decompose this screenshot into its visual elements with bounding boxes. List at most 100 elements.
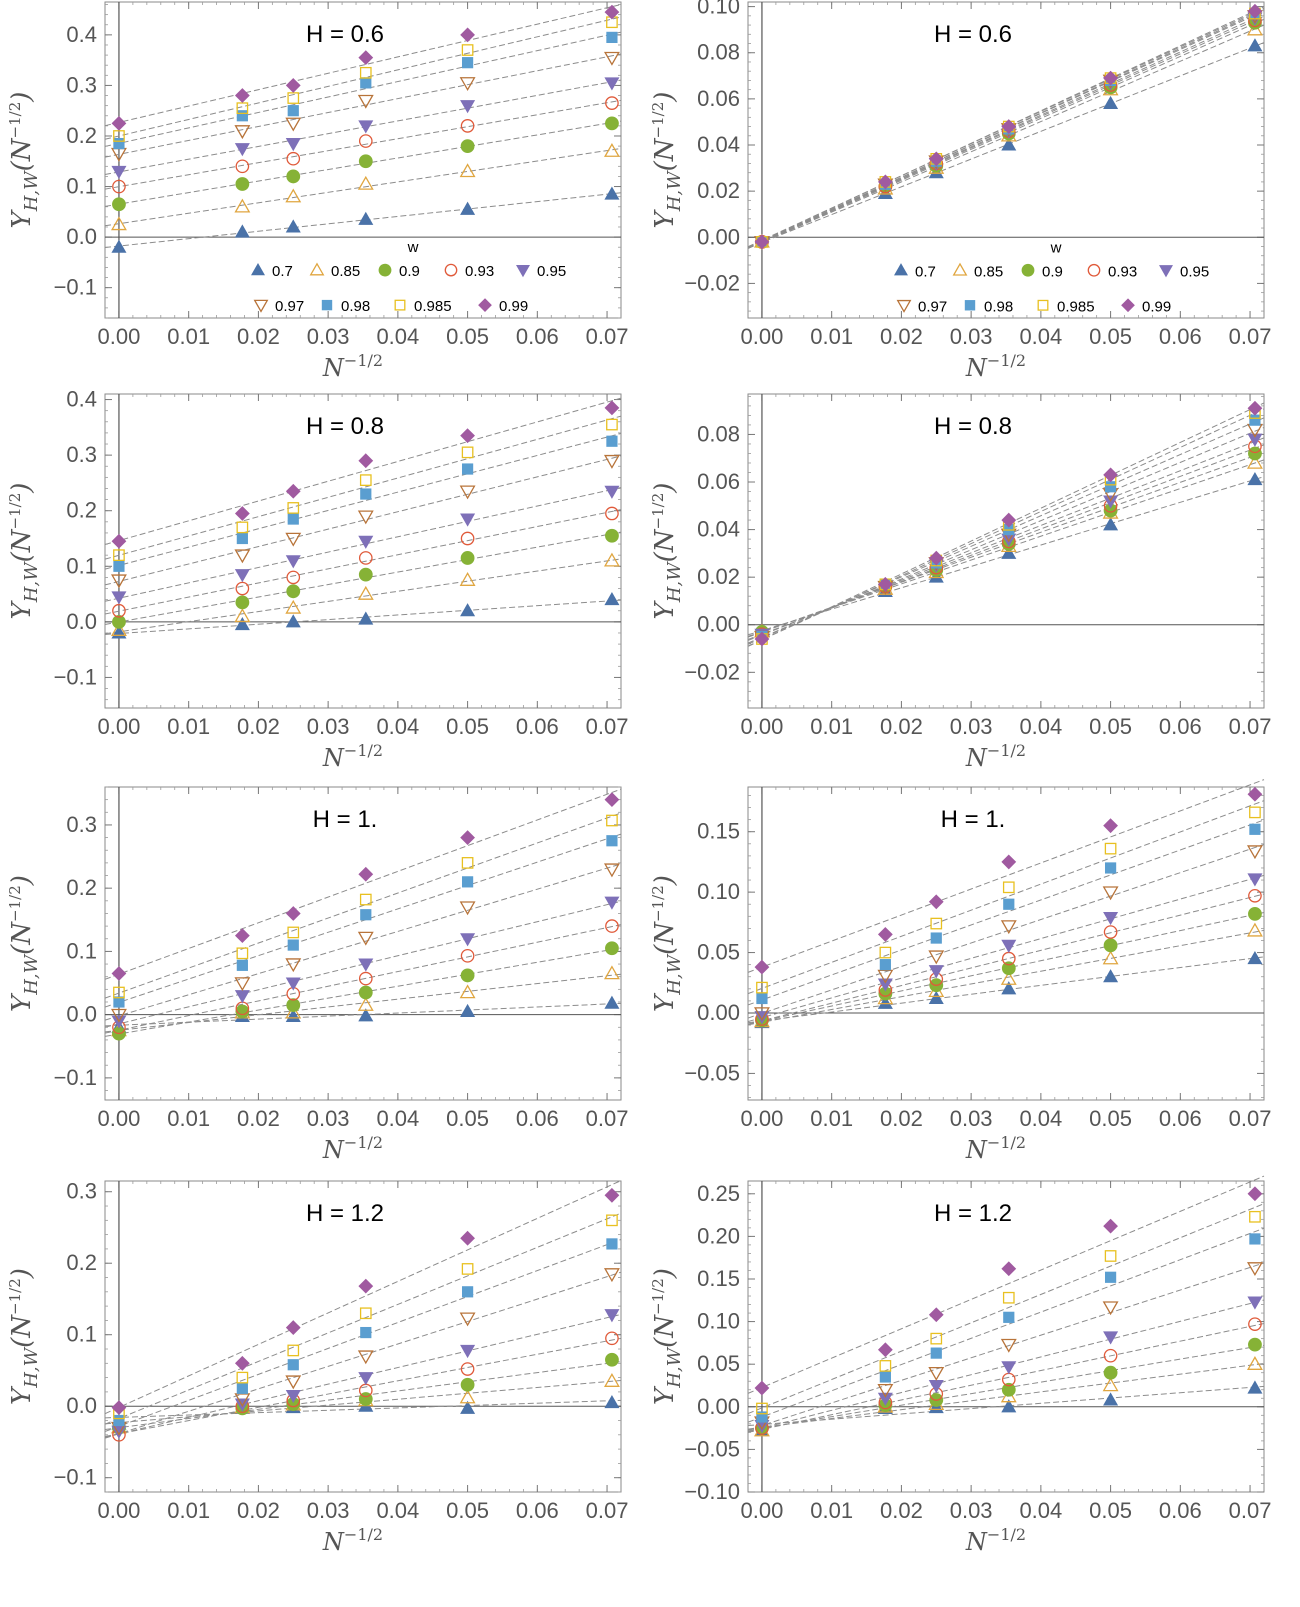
data-point xyxy=(285,78,301,93)
x-tick-label: 0.04 xyxy=(1019,714,1062,739)
legend-marker xyxy=(1021,263,1035,277)
legend-label: 0.97 xyxy=(275,298,304,315)
x-axis-label: N−1/2 xyxy=(965,351,1026,382)
plot-frame xyxy=(747,786,1265,1101)
y-tick-label: 0.1 xyxy=(66,938,97,963)
data-point xyxy=(1104,862,1117,874)
data-point xyxy=(285,906,301,921)
y-tick-label: 0.3 xyxy=(66,812,97,837)
x-tick-label: 0.07 xyxy=(1229,1498,1272,1523)
data-point xyxy=(1003,898,1015,910)
data-point xyxy=(1002,1291,1015,1304)
data-point xyxy=(928,1307,944,1323)
data-point xyxy=(459,485,476,500)
y-tick-label: 0.10 xyxy=(697,1309,740,1334)
legend-label: 0.85 xyxy=(331,263,360,280)
chart-title: H = 0.8 xyxy=(306,413,384,440)
legend-item: 0.98 xyxy=(321,298,370,315)
data-point xyxy=(1001,512,1017,528)
y-tick-label: −0.02 xyxy=(684,270,740,295)
fit-line xyxy=(104,924,622,1034)
data-point xyxy=(603,454,620,469)
y-tick-label: 0.04 xyxy=(697,517,740,542)
data-point xyxy=(287,513,299,525)
legend-item: 0.985 xyxy=(394,298,452,315)
data-point xyxy=(287,105,299,117)
x-tick-label: 0.00 xyxy=(741,714,784,739)
fit-line xyxy=(104,599,622,635)
chart-title: H = 1. xyxy=(941,806,1006,833)
x-tick-label: 0.05 xyxy=(1089,1498,1132,1523)
data-point xyxy=(285,483,301,499)
data-point xyxy=(235,159,250,174)
data-point xyxy=(1001,119,1017,134)
data-point xyxy=(461,446,474,459)
data-point xyxy=(358,567,373,582)
x-tick-label: 0.02 xyxy=(880,1106,923,1131)
data-point xyxy=(360,488,372,500)
data-point xyxy=(358,134,373,148)
data-point xyxy=(460,1003,476,1017)
y-tick-label: 0.0 xyxy=(66,224,97,249)
chart-panel: 0.00 0.01 0.02 0.03 0.04 0.05 0.06 0.07 −0.02 0.0… xyxy=(649,0,1271,382)
data-point xyxy=(113,996,125,1008)
data-point xyxy=(1246,922,1263,937)
data-point xyxy=(461,1286,474,1298)
fit-line xyxy=(104,192,622,249)
data-point xyxy=(111,1008,127,1023)
chart-title: H = 0.6 xyxy=(306,21,384,48)
data-point xyxy=(460,100,476,114)
data-point xyxy=(1247,1380,1263,1394)
data-point xyxy=(234,617,250,631)
data-point xyxy=(287,1359,299,1371)
data-point xyxy=(359,66,372,79)
data-point xyxy=(460,968,475,983)
data-point xyxy=(287,1344,300,1357)
y-tick-label: −0.05 xyxy=(684,1436,740,1461)
plot-frame xyxy=(104,393,622,709)
plot-frame xyxy=(747,1,1265,319)
fit-line xyxy=(104,455,622,586)
data-point xyxy=(285,1320,301,1335)
data-point xyxy=(1246,845,1263,860)
data-point xyxy=(459,163,476,178)
legend-label: 0.98 xyxy=(341,298,370,315)
x-axis-label: N−1/2 xyxy=(322,1525,383,1556)
fit-line xyxy=(104,1361,622,1431)
fit-line xyxy=(104,31,622,147)
legend-marker xyxy=(478,298,492,312)
fit-line xyxy=(104,558,622,635)
data-point xyxy=(460,1377,475,1392)
legend-label: 0.95 xyxy=(1180,263,1209,280)
data-point xyxy=(604,186,620,200)
legend-item: 0.7 xyxy=(894,263,936,280)
data-point xyxy=(604,1187,620,1203)
data-point xyxy=(928,151,944,167)
legend-item: 0.99 xyxy=(1121,298,1171,315)
legend-label: 0.93 xyxy=(465,263,494,280)
data-point xyxy=(286,570,301,585)
data-point xyxy=(1001,961,1016,976)
legend-item: 0.97 xyxy=(253,298,304,315)
data-point xyxy=(461,876,474,888)
data-point xyxy=(1102,886,1119,901)
data-point xyxy=(460,1400,476,1414)
data-point xyxy=(877,978,893,992)
data-point xyxy=(1000,971,1017,985)
x-tick-label: 0.03 xyxy=(950,1498,993,1523)
fit-line xyxy=(104,147,622,227)
data-point xyxy=(460,1230,475,1246)
x-tick-label: 0.00 xyxy=(98,1106,141,1131)
data-point xyxy=(606,1238,618,1250)
legend-marker xyxy=(516,264,530,278)
data-point xyxy=(285,138,301,152)
data-point xyxy=(606,835,618,847)
data-point xyxy=(236,959,248,971)
data-point xyxy=(1103,969,1119,983)
data-point xyxy=(1248,888,1262,903)
legend-label: 0.985 xyxy=(414,298,452,315)
fit-line xyxy=(747,844,1265,1019)
data-point xyxy=(1103,467,1118,483)
data-point xyxy=(1001,939,1017,953)
y-tick-label: 0.4 xyxy=(66,387,97,412)
